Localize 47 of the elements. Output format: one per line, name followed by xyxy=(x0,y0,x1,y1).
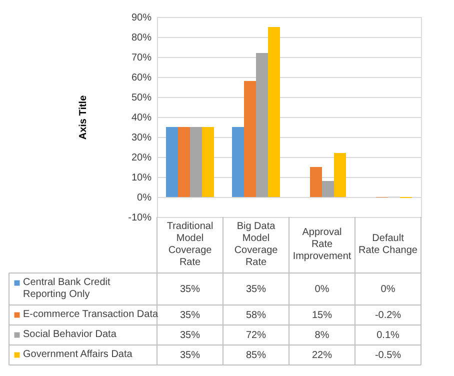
bar xyxy=(244,81,256,197)
x-tick-label: Traditional Model Coverage Rate xyxy=(166,221,214,268)
bar xyxy=(268,27,280,197)
bar xyxy=(232,127,244,197)
legend-label: Government Affairs Data xyxy=(23,349,133,360)
data-label: 35% xyxy=(180,284,200,295)
legend-label: Central Bank Credit Reporting Only xyxy=(23,277,110,300)
data-label: 85% xyxy=(246,350,266,361)
y-tick-label: 30% xyxy=(131,132,152,144)
y-tick-label: 60% xyxy=(131,72,152,84)
legend-label: Social Behavior Data xyxy=(23,329,117,340)
data-label: 35% xyxy=(180,350,200,361)
x-tick-label: Big Data Model Coverage Rate xyxy=(234,221,278,268)
bar xyxy=(190,127,202,197)
y-tick-label: 20% xyxy=(131,152,152,164)
bar xyxy=(202,127,214,197)
data-label: 72% xyxy=(246,330,266,341)
bar xyxy=(256,53,268,197)
x-tick-label: Approval Rate Improvement xyxy=(292,227,352,262)
bar xyxy=(178,127,190,197)
bar xyxy=(310,167,322,197)
data-label: 35% xyxy=(180,330,200,341)
x-tick-label: Default Rate Change xyxy=(358,233,418,256)
legend-label: E-commerce Transaction Data xyxy=(23,309,158,320)
y-tick-label: 0% xyxy=(137,192,152,204)
y-tick-label: 90% xyxy=(131,12,152,24)
y-tick-label: -10% xyxy=(128,212,152,224)
data-label: 15% xyxy=(312,310,332,321)
bar xyxy=(322,181,334,197)
data-label: -0.5% xyxy=(374,350,402,361)
data-label: 0% xyxy=(380,284,396,295)
data-label: -0.2% xyxy=(374,310,402,321)
data-label: 35% xyxy=(180,310,200,321)
y-tick-label: 40% xyxy=(131,112,152,124)
y-tick-label: 50% xyxy=(131,92,152,104)
y-axis-title: Axis Title xyxy=(78,94,90,140)
y-tick-label: 10% xyxy=(131,172,152,184)
data-label: 22% xyxy=(312,350,332,361)
y-tick-label: 70% xyxy=(131,52,152,64)
data-label: 0% xyxy=(314,284,330,295)
bar xyxy=(334,153,346,197)
data-label: 0.1% xyxy=(376,330,400,341)
data-label: 58% xyxy=(246,310,266,321)
bar xyxy=(166,127,178,197)
data-label: 8% xyxy=(314,330,330,341)
y-tick-label: 80% xyxy=(131,32,152,44)
data-label: 35% xyxy=(246,284,266,295)
